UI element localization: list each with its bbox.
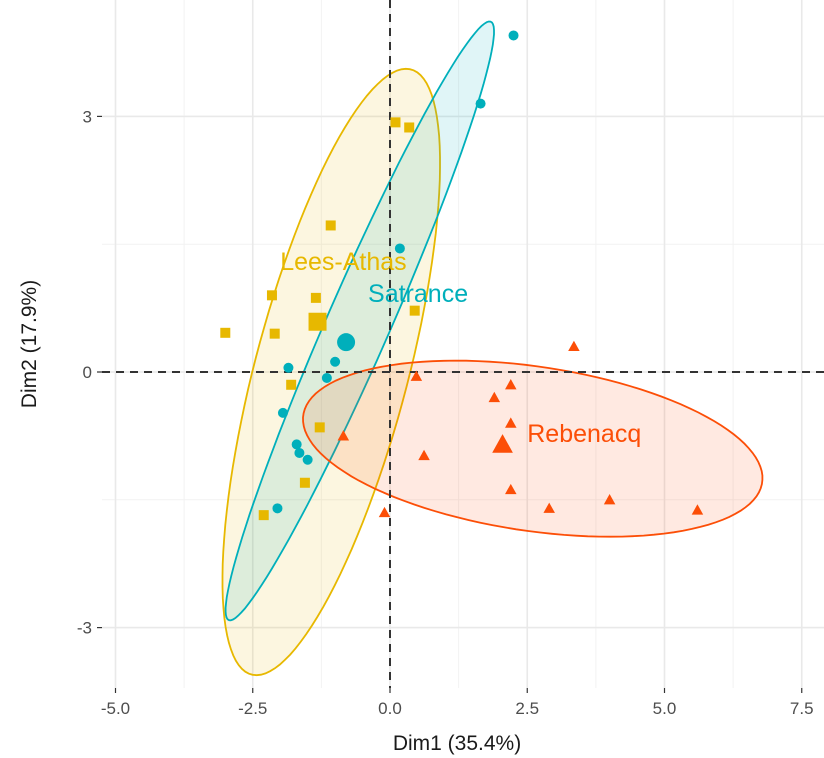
data-point-satrance [508,30,519,41]
data-point-satrance [321,372,332,383]
confidence-ellipse-satrance [224,20,495,622]
data-point-satrance [294,447,305,458]
y-tick-label: -3 [77,619,92,638]
data-point-satrance [475,98,486,109]
confidence-ellipse-rebenacq [302,359,764,538]
x-tick-label: 5.0 [653,699,677,718]
data-point-lees-athas [299,477,310,488]
x-tick-label: 0.0 [378,699,402,718]
y-axis-title: Dim2 (17.9%) [18,280,41,408]
data-point-rebenacq [543,502,555,513]
x-tick-label: -5.0 [101,699,130,718]
data-point-satrance [291,439,302,450]
data-point-rebenacq [505,483,517,495]
data-point-lees-athas [390,117,401,128]
group-centroid-rebenacq [492,434,513,453]
group-label-rebenacq: Rebenacq [527,420,641,448]
data-point-lees-athas [220,327,231,338]
data-point-satrance [302,454,313,465]
group-centroid-lees-athas [308,312,327,331]
group-centroid-satrance [337,333,356,352]
data-point-satrance [330,356,341,367]
data-point-lees-athas [404,122,415,133]
data-point-rebenacq [505,417,517,428]
data-point-lees-athas [314,422,325,433]
data-point-rebenacq [337,430,350,441]
x-tick-label: 7.5 [790,699,814,718]
data-point-satrance [277,407,288,418]
data-point-rebenacq [378,506,391,518]
data-point-rebenacq [505,379,517,390]
centroid-layer [308,312,513,453]
data-point-rebenacq [418,449,430,461]
group-label-lees-athas: Lees-Athas [280,248,406,276]
group-label-satrance: Satrance [368,280,468,308]
data-point-lees-athas [269,328,280,339]
data-point-lees-athas [258,510,269,521]
x-tick-label: -2.5 [238,699,267,718]
data-point-rebenacq [488,391,501,403]
data-point-lees-athas [266,290,277,301]
data-point-satrance [283,362,294,373]
data-point-lees-athas [310,292,321,303]
data-point-satrance [394,243,405,254]
x-axis-title: Dim1 (35.4%) [393,732,521,755]
data-point-lees-athas [325,220,336,231]
point-layer [220,30,704,521]
data-point-rebenacq [568,340,580,352]
reference-lines [102,0,824,688]
data-point-satrance [272,503,283,514]
y-tick-label: 3 [83,107,92,126]
y-tick-label: 0 [83,363,92,382]
tick-layer: -5.0 -2.5 0.0 2.5 5.0 7.5 -3 0 3 [77,107,814,718]
data-point-rebenacq [410,370,423,381]
x-tick-label: 2.5 [515,699,539,718]
data-point-lees-athas [286,379,297,390]
data-point-rebenacq [691,504,704,515]
data-point-lees-athas [409,305,420,316]
ellipse-layer [221,20,764,677]
group-label-layer: Lees-Athas Satrance Rebenacq [280,248,641,448]
data-point-rebenacq [603,494,616,505]
